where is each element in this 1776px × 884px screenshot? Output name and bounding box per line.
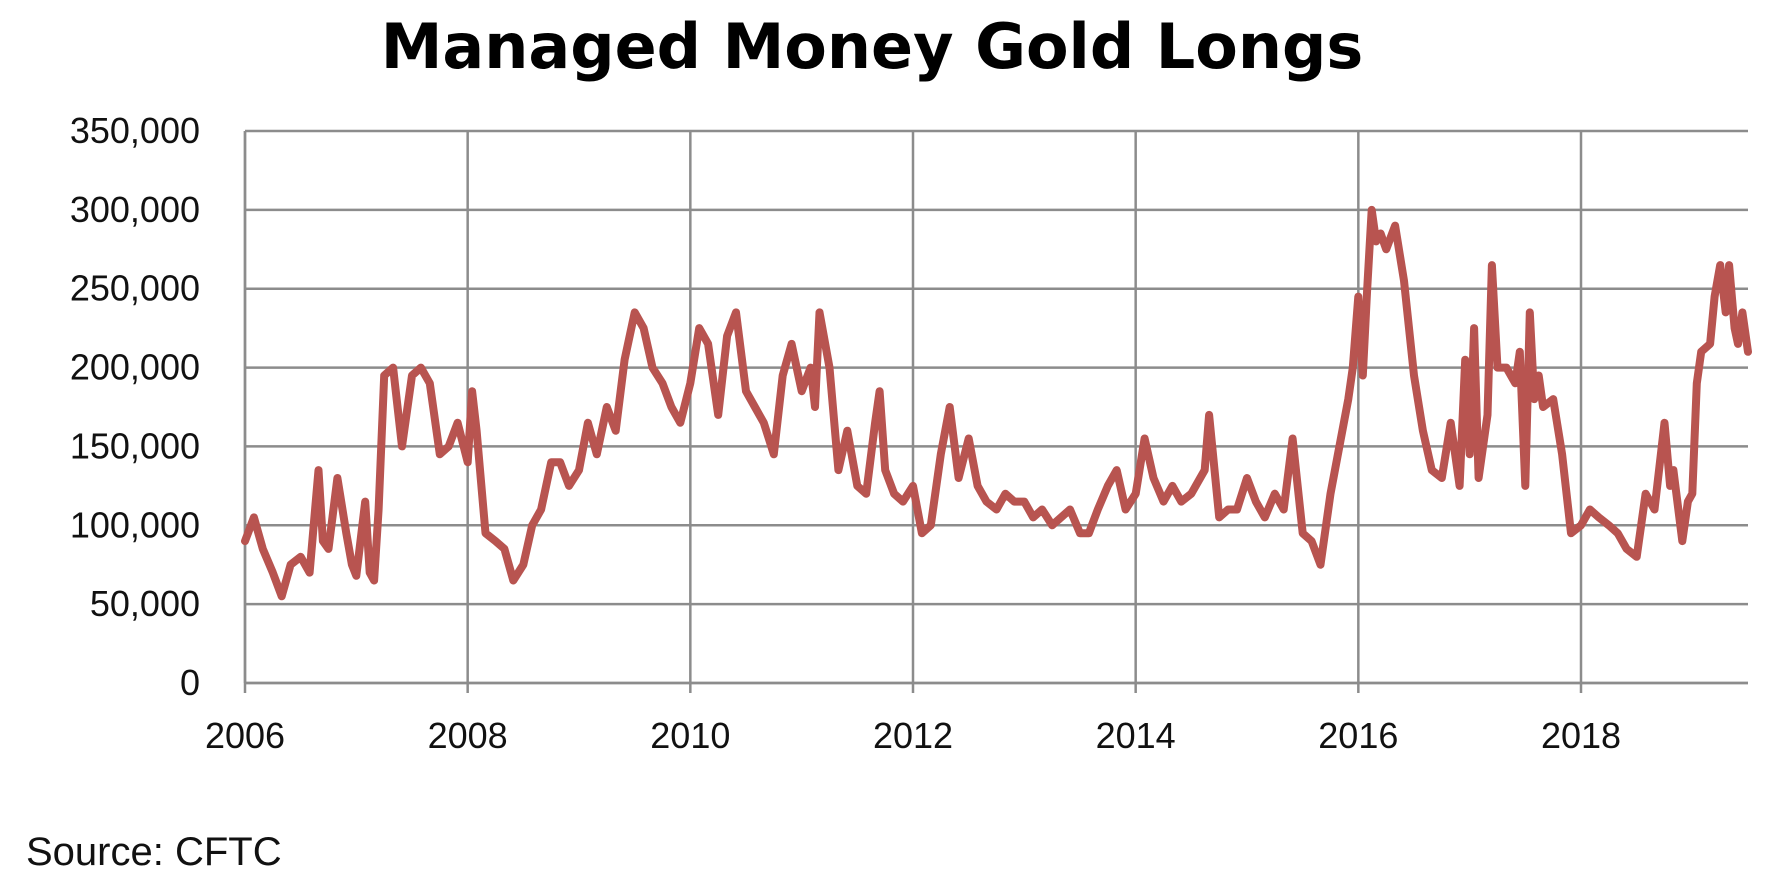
y-axis: 0 50,000 100,000 150,000 200,000 250,000 300,0…	[70, 110, 200, 703]
chart-title: Managed Money Gold Longs	[381, 10, 1364, 83]
x-tick-label: 2014	[1096, 715, 1176, 756]
x-axis: 2006 2008 2010 2012 2014 2016 2018	[205, 715, 1621, 756]
y-tick-label: 100,000	[70, 504, 200, 545]
x-tick-label: 2018	[1541, 715, 1621, 756]
x-tick-label: 2016	[1318, 715, 1398, 756]
x-tick-label: 2012	[873, 715, 953, 756]
x-tick-label: 2010	[650, 715, 730, 756]
y-tick-label: 350,000	[70, 110, 200, 151]
grid	[243, 129, 1748, 693]
y-tick-label: 250,000	[70, 268, 200, 309]
x-tick-label: 2006	[205, 715, 285, 756]
source-label: Source: CFTC	[26, 830, 282, 874]
y-tick-label: 200,000	[70, 347, 200, 388]
x-tick-label: 2008	[428, 715, 508, 756]
series-line	[241, 205, 1752, 601]
y-tick-label: 150,000	[70, 425, 200, 466]
y-tick-label: 0	[180, 662, 200, 703]
y-tick-label: 300,000	[70, 189, 200, 230]
y-tick-label: 50,000	[90, 583, 200, 624]
